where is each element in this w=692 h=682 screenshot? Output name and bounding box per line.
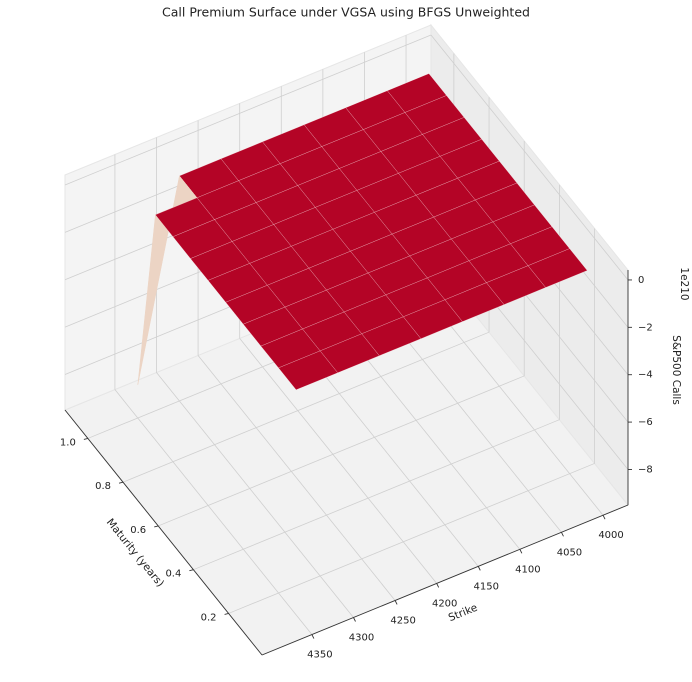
x-tick-label: 4350: [307, 650, 332, 661]
y-tick-label: 0.4: [165, 569, 181, 580]
grid-line: [64, 34, 432, 186]
grid-line: [114, 389, 313, 635]
y-tick-label: 0.6: [130, 525, 146, 536]
z-offset-label: 1e210: [678, 267, 690, 300]
tick-mark: [311, 634, 315, 639]
tick-mark: [394, 600, 398, 605]
tick-mark: [477, 566, 481, 571]
grid-line: [228, 463, 595, 614]
tick-mark: [154, 525, 159, 528]
surface-facet: [154, 197, 215, 238]
x-tick-label: 4250: [390, 615, 415, 626]
x-tick-label: 4100: [515, 564, 540, 575]
grid-line: [430, 34, 629, 281]
x-tick-label: 4300: [349, 633, 374, 644]
y-tick-label: 0.8: [95, 481, 111, 492]
surface: [137, 73, 588, 391]
grid-line: [193, 419, 560, 571]
tick-mark: [189, 569, 194, 572]
axes: [64, 270, 632, 656]
z-tick-label: −6: [638, 417, 653, 428]
y-tick-label: 1.0: [60, 437, 76, 448]
x-tick-label: 4050: [557, 547, 582, 558]
z-axis-title: S&P500 Calls: [670, 335, 682, 405]
grid-line: [158, 375, 525, 527]
tick-mark: [436, 583, 440, 588]
x-tick-label: 4000: [598, 530, 623, 541]
surface-facet: [242, 306, 303, 347]
tick-mark: [353, 617, 356, 622]
tick-mark: [118, 481, 124, 484]
tick-mark: [83, 438, 88, 440]
x-axis-line: [261, 504, 629, 656]
y-axis-line: [64, 409, 263, 656]
tick-mark: [561, 532, 564, 537]
surface-facet: [225, 284, 286, 325]
surface-facet: [278, 350, 339, 391]
grid-line: [197, 355, 396, 601]
z-tick-label: −2: [638, 322, 653, 333]
x-tick-label: 4150: [474, 581, 499, 592]
chart-title: Call Premium Surface under VGSA using BF…: [162, 5, 530, 20]
x-tick-label: 4200: [432, 598, 457, 609]
z-tick-label: 0: [638, 275, 644, 286]
tick-mark: [224, 613, 229, 615]
z-tick-label: −4: [638, 370, 653, 381]
y-tick-label: 0.2: [201, 612, 217, 623]
grid-line: [239, 338, 437, 584]
grid-line: [122, 331, 490, 483]
grid-line: [156, 372, 354, 618]
z-tick-label: −8: [638, 464, 653, 475]
tick-mark: [602, 515, 606, 520]
tick-mark: [519, 549, 523, 554]
